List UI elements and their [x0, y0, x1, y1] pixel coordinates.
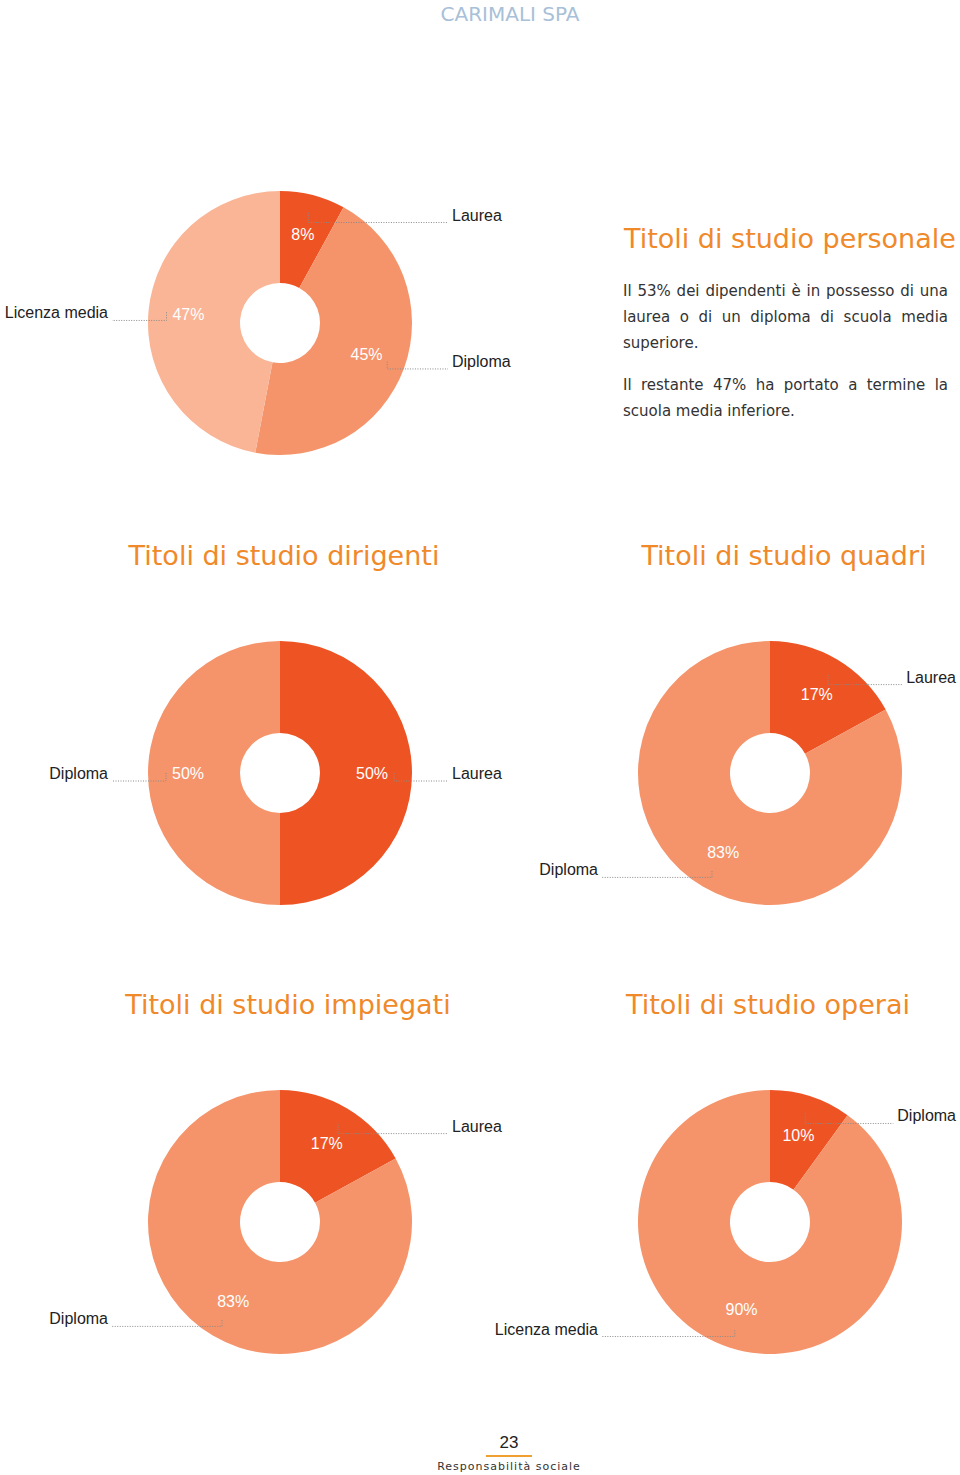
- labels: 50% Laurea 50% Diploma: [49, 765, 502, 782]
- leader-line: [338, 1124, 448, 1134]
- data-label: 47%: [172, 306, 204, 323]
- chart-title: Titoli di studio dirigenti: [128, 540, 440, 571]
- slices: [148, 641, 412, 905]
- data-label: 10%: [782, 1127, 814, 1144]
- chart-title: Titoli di studio impiegati: [124, 989, 450, 1020]
- category-label: Diploma: [49, 1310, 108, 1327]
- donut-chart: Titoli di studio dirigenti 50% Laurea 50% Di…: [49, 540, 502, 905]
- donut-chart: Titoli di studio personale 8% Laurea 45% Dip…: [5, 191, 956, 455]
- donut-chart: Titoli di studio quadri 17% Laurea 83% Diplo…: [539, 540, 956, 905]
- page-number: 23: [500, 1433, 519, 1452]
- slices: [638, 1090, 902, 1354]
- labels: 10% Diploma 90% Licenza media: [495, 1107, 956, 1337]
- chart-title: Titoli di studio operai: [625, 989, 910, 1020]
- leader-line: [387, 362, 448, 369]
- slice: [148, 641, 280, 905]
- slice: [280, 641, 412, 905]
- leader-line: [112, 312, 167, 320]
- category-label: Laurea: [452, 1118, 502, 1135]
- slice: [148, 1090, 412, 1354]
- category-label: Laurea: [452, 207, 502, 224]
- labels: 17% Laurea 83% Diploma: [539, 669, 956, 879]
- labels: 17% Laurea 83% Diploma: [49, 1118, 502, 1328]
- slice: [638, 641, 902, 905]
- category-label: Diploma: [49, 765, 108, 782]
- chart-title: Titoli di studio personale: [623, 223, 956, 254]
- leader-line: [112, 1320, 222, 1326]
- category-label: Diploma: [452, 353, 511, 370]
- data-label: 17%: [311, 1135, 343, 1152]
- leader-line: [805, 1114, 893, 1124]
- category-label: Laurea: [906, 669, 956, 686]
- footer: Responsabilità sociale: [437, 1460, 581, 1473]
- page: CARIMALI SPA Titoli di studio personale 8%…: [0, 0, 960, 1475]
- category-label: Licenza media: [5, 304, 108, 321]
- category-label: Diploma: [897, 1107, 956, 1124]
- leader-line: [828, 675, 902, 685]
- header: CARIMALI SPA: [441, 2, 580, 26]
- annotation: Il restante 47% ha portato a termine la …: [623, 372, 948, 424]
- labels: 8% Laurea 45% Diploma 47% Licenza media: [5, 207, 511, 370]
- data-label: 45%: [351, 346, 383, 363]
- slices: [638, 641, 902, 905]
- leader-line: [112, 773, 166, 781]
- slices: [148, 1090, 412, 1354]
- leader-line: [394, 773, 448, 781]
- leader-line: [602, 1330, 735, 1336]
- category-label: Laurea: [452, 765, 502, 782]
- data-label: 50%: [172, 765, 204, 782]
- donut-chart: Titoli di studio operai 10% Diploma 90% Lice…: [495, 989, 956, 1354]
- slice: [148, 191, 280, 453]
- category-label: Diploma: [539, 861, 598, 878]
- footer-rule: [486, 1455, 532, 1457]
- data-label: 17%: [801, 686, 833, 703]
- category-label: Licenza media: [495, 1321, 598, 1338]
- data-label: 90%: [726, 1301, 758, 1318]
- annotation: Il 53% dei dipendenti è in possesso di u…: [623, 278, 948, 356]
- data-label: 50%: [356, 765, 388, 782]
- leader-line: [602, 871, 712, 877]
- slice: [638, 1090, 902, 1354]
- data-label: 83%: [217, 1293, 249, 1310]
- data-label: 8%: [291, 226, 314, 243]
- chart-title: Titoli di studio quadri: [640, 540, 926, 571]
- donut-chart: Titoli di studio impiegati 17% Laurea 83% Di…: [49, 989, 502, 1354]
- slices: [148, 191, 412, 455]
- data-label: 83%: [707, 844, 739, 861]
- leader-line: [308, 213, 448, 223]
